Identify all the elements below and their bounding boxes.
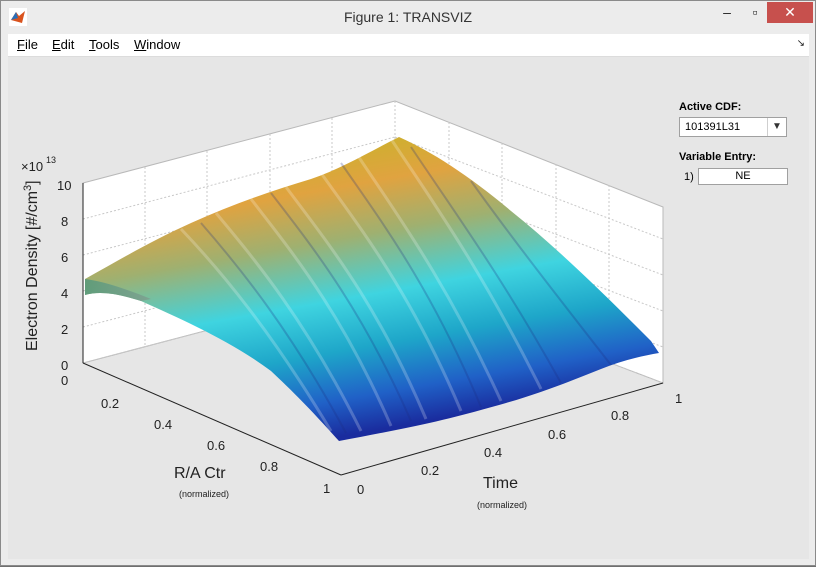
menu-edit[interactable]: Edit bbox=[52, 37, 75, 52]
z-axis-label: Electron Density [#/cm3] bbox=[22, 180, 41, 351]
y-axis-sublabel: (normalized) bbox=[477, 500, 527, 510]
minimize-button[interactable]: – bbox=[723, 4, 731, 20]
active-cdf-label: Active CDF: bbox=[679, 101, 742, 113]
z-tick-label: 8 bbox=[61, 214, 68, 229]
y-tick-label: 0 bbox=[357, 482, 364, 497]
electron-density-surface[interactable] bbox=[85, 137, 659, 441]
x-axis-ticks: 0 0.2 0.4 0.6 0.8 1 bbox=[61, 373, 330, 496]
entry-index: 1) bbox=[684, 171, 694, 183]
x-tick-label: 1 bbox=[323, 481, 330, 496]
x-tick-label: 0.2 bbox=[101, 396, 119, 411]
z-tick-label: 0 bbox=[61, 358, 68, 373]
x-axis-label: R/A Ctr bbox=[174, 465, 226, 482]
z-axis-ticks: 10 8 6 4 2 0 bbox=[57, 178, 71, 373]
z-tick-label: 2 bbox=[61, 322, 68, 337]
menu-file[interactable]: File bbox=[17, 37, 38, 52]
active-cdf-value: 101391L31 bbox=[685, 121, 741, 133]
title-bar[interactable]: Figure 1: TRANSVIZ – ▫ ✕ bbox=[1, 1, 815, 33]
y-tick-label: 0.8 bbox=[611, 408, 629, 423]
maximize-button[interactable]: ▫ bbox=[752, 4, 758, 20]
y-axis-ticks: 0 0.2 0.4 0.6 0.8 1 bbox=[357, 391, 682, 497]
x-tick-label: 0 bbox=[61, 373, 68, 388]
variable-entry-field[interactable]: NE bbox=[698, 168, 788, 185]
z-tick-label: 10 bbox=[57, 178, 71, 193]
floor-axes bbox=[82, 183, 664, 476]
y-tick-label: 0.6 bbox=[548, 427, 566, 442]
y-tick-label: 1 bbox=[675, 391, 682, 406]
y-axis-label: Time bbox=[483, 475, 518, 492]
x-tick-label: 0.8 bbox=[260, 459, 278, 474]
z-tick-label: 4 bbox=[61, 286, 68, 301]
menu-window[interactable]: Window bbox=[134, 37, 181, 52]
matlab-logo-icon bbox=[9, 8, 27, 26]
z-exponent: 13 bbox=[46, 155, 56, 165]
x-tick-label: 0.6 bbox=[207, 438, 225, 453]
x-tick-label: 0.4 bbox=[154, 417, 172, 432]
menu-bar: File Edit Tools Window ↘ bbox=[8, 34, 809, 57]
y-tick-label: 0.4 bbox=[484, 445, 502, 460]
y-tick-label: 0.2 bbox=[421, 463, 439, 478]
window-title: Figure 1: TRANSVIZ bbox=[343, 9, 473, 25]
active-cdf-select[interactable]: 101391L31 ▼ bbox=[679, 117, 787, 137]
chevron-down-icon[interactable]: ▼ bbox=[767, 118, 786, 136]
z-exponent-base: ×10 bbox=[21, 159, 43, 174]
variable-entry-label: Variable Entry: bbox=[679, 151, 757, 163]
x-axis-sublabel: (normalized) bbox=[179, 489, 229, 499]
z-tick-label: 6 bbox=[61, 250, 68, 265]
close-button[interactable]: ✕ bbox=[767, 2, 813, 23]
dock-arrow-icon[interactable]: ↘ bbox=[796, 38, 805, 49]
menu-tools[interactable]: Tools bbox=[89, 37, 120, 52]
